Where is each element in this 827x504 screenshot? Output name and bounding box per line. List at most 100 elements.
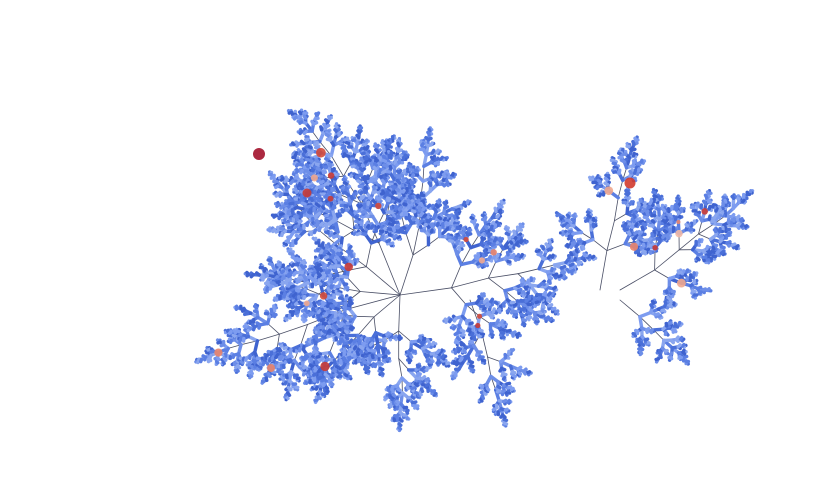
leaf-edge xyxy=(297,277,303,283)
leaf-edge xyxy=(301,152,306,158)
leaf-edge xyxy=(497,236,502,242)
edge xyxy=(405,232,414,256)
leaf-edge xyxy=(441,172,447,179)
leaf-edge xyxy=(319,356,325,362)
leaf-edge xyxy=(314,257,320,262)
leaf-edge xyxy=(310,386,316,391)
leaf-edge xyxy=(517,371,523,376)
leaf-edge xyxy=(462,200,467,207)
leaf-edge xyxy=(319,267,324,273)
leaf-edge xyxy=(382,196,388,201)
leaf-edge xyxy=(394,220,400,225)
leaf-edge xyxy=(293,159,300,164)
edge xyxy=(428,235,441,246)
leaf-edge xyxy=(539,295,545,301)
leaf-edge xyxy=(426,130,432,137)
leaf-edge xyxy=(431,173,437,179)
leaf-edge xyxy=(496,388,502,393)
leaf-edge xyxy=(427,181,433,187)
leaf-edge xyxy=(275,280,281,284)
leaf-edge xyxy=(444,318,449,324)
leaf-edge xyxy=(434,156,440,163)
leaf-edge xyxy=(327,114,332,121)
leaf-edge xyxy=(321,169,326,175)
leaf-edge xyxy=(248,373,254,378)
leaf-edge xyxy=(484,224,489,230)
leaf-edge xyxy=(511,309,517,314)
leaf-edge xyxy=(739,222,745,228)
leaf-edge xyxy=(433,160,439,166)
leaf-edge xyxy=(385,238,392,244)
leaf-edge xyxy=(458,356,464,363)
leaf-edge xyxy=(452,316,458,323)
leaf-edge xyxy=(360,138,365,144)
leaf-edge xyxy=(292,270,298,277)
leaf-edge xyxy=(426,177,433,183)
leaf-edge xyxy=(235,364,242,370)
leaf-edge xyxy=(479,397,484,403)
leaf-edge xyxy=(415,218,420,225)
leaf-edge xyxy=(455,252,463,267)
leaf-edge xyxy=(278,192,284,199)
edge xyxy=(698,233,711,240)
leaf-edge xyxy=(363,196,368,203)
leaf-edge xyxy=(418,334,423,340)
leaf-edge xyxy=(569,268,576,273)
leaf-edge xyxy=(510,369,517,375)
leaf-edge xyxy=(500,366,507,372)
leaf-edge xyxy=(435,221,440,228)
leaf-edge xyxy=(330,278,335,285)
leaf-edge xyxy=(454,210,459,217)
leaf-edge xyxy=(546,291,552,297)
leaf-edge xyxy=(322,377,328,383)
leaf-edge xyxy=(277,214,283,221)
edge xyxy=(354,315,375,318)
leaf-edge xyxy=(444,220,450,227)
leaf-edge xyxy=(279,176,285,182)
leaf-edge xyxy=(330,207,337,222)
leaf-edge xyxy=(702,199,708,206)
leaf-edge xyxy=(317,367,323,373)
leaf-edge xyxy=(397,422,403,427)
leaf-edge xyxy=(568,262,575,267)
leaf-edge xyxy=(540,308,545,314)
leaf-edge xyxy=(511,374,517,379)
leaf-edge xyxy=(278,354,284,359)
leaf-edge xyxy=(420,365,426,372)
leaf-edge xyxy=(499,199,504,205)
leaf-edge xyxy=(317,189,322,195)
leaf-edge xyxy=(274,192,280,198)
leaf-edge xyxy=(333,127,339,134)
leaf-edge xyxy=(343,325,349,331)
leaf-edge xyxy=(291,141,296,147)
leaf-edge xyxy=(379,191,386,196)
leaf-edge xyxy=(505,250,510,257)
leaf-edge xyxy=(476,252,481,258)
leaf-edge xyxy=(546,254,552,260)
leaf-edge xyxy=(716,214,722,220)
leaf-edge xyxy=(371,177,377,182)
leaf-edge xyxy=(714,206,719,213)
leaf-edge xyxy=(402,225,408,231)
leaf-edge xyxy=(354,219,361,224)
leaf-edge xyxy=(327,162,333,168)
leaf-edge xyxy=(509,240,514,245)
edge xyxy=(399,254,414,296)
leaf-edge xyxy=(516,365,523,371)
leaf-edge xyxy=(313,189,318,196)
leaf-edge xyxy=(313,349,319,354)
leaf-edge xyxy=(536,252,543,257)
leaf-edge xyxy=(333,306,340,311)
leaf-edge xyxy=(470,367,476,372)
leaf-edge xyxy=(436,360,442,365)
leaf-edge xyxy=(356,161,361,167)
leaf-edge xyxy=(380,144,386,149)
leaf-edge xyxy=(308,275,315,280)
leaf-edge xyxy=(497,208,503,214)
edge xyxy=(276,333,280,350)
leaf-edge xyxy=(371,185,376,191)
leaf-edge xyxy=(452,214,457,221)
leaf-edge xyxy=(397,426,403,431)
leaf-edge xyxy=(358,166,364,172)
leaf-edge xyxy=(309,311,315,317)
